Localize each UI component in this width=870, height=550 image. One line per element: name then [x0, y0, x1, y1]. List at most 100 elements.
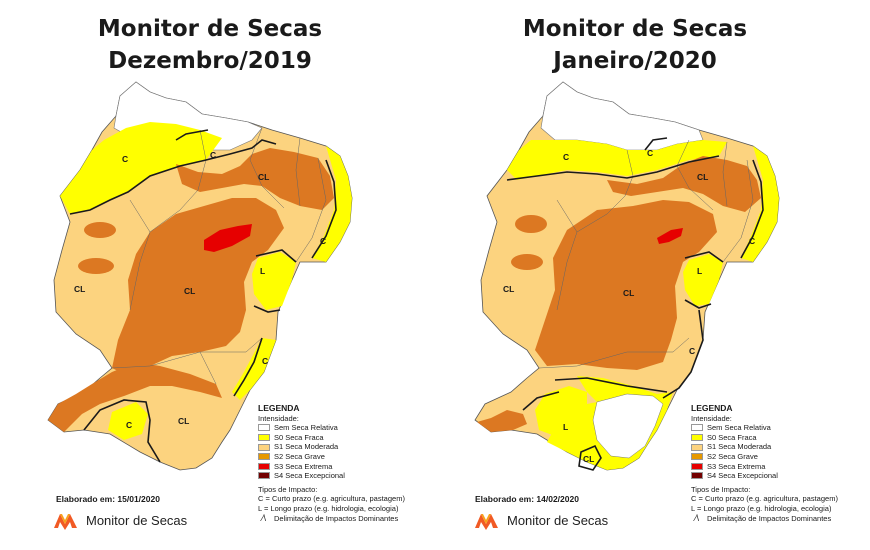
s2-south — [48, 362, 222, 432]
map-panel-janeiro: Monitor de Secas Janeiro/2020 — [435, 0, 870, 550]
legend-item-label: Sem Seca Relativa — [707, 423, 771, 433]
s2-spot-1 — [515, 215, 547, 233]
legend-impact-line: ⁄\ Delimitação de Impactos Dominantes — [258, 514, 405, 524]
legend-intensity-title: Intensidade: — [691, 413, 732, 423]
impact-label-cl: CL — [583, 454, 594, 464]
legend-impact-title: Tipos de Impacto: — [258, 484, 318, 494]
legend-impact-title: Tipos de Impacto: — [691, 484, 751, 494]
impact-label-c: C — [320, 236, 326, 246]
legend-item: S2 Seca Grave — [691, 452, 838, 462]
impact-label-l: L — [697, 266, 702, 276]
legend-item: S0 Seca Fraca — [258, 433, 405, 443]
legend-impact-l: L = Longo prazo (e.g. hidrologia, ecolog… — [691, 503, 832, 513]
legend-impact-l: L = Longo prazo (e.g. hidrologia, ecolog… — [258, 503, 399, 513]
legend-swatch — [691, 453, 703, 461]
s3-extreme — [204, 224, 252, 252]
impact-label-c: C — [210, 150, 216, 160]
legend-item-label: S4 Seca Excepcional — [707, 471, 778, 481]
legend-item: S3 Seca Extrema — [258, 462, 405, 472]
s0-southeast — [232, 338, 276, 400]
legend-item-label: S3 Seca Extrema — [707, 461, 766, 471]
legend-item-label: S2 Seca Grave — [274, 451, 325, 461]
legend-item-label: S0 Seca Fraca — [274, 432, 324, 442]
elaborado-date: Elaborado em: 15/01/2020 — [56, 494, 160, 504]
impact-label-cl: CL — [697, 172, 708, 182]
s2-spot-2 — [511, 254, 543, 270]
impact-label-l: L — [260, 266, 265, 276]
legend-item: S3 Seca Extrema — [691, 462, 838, 472]
brand-logo: Monitor de Secas — [473, 510, 608, 530]
legend-item-label: S4 Seca Excepcional — [274, 471, 345, 481]
legend-impact-c: C = Curto prazo (e.g. agricultura, pasta… — [691, 494, 838, 504]
s0-northwest — [60, 122, 222, 214]
delimitation-line-icon: ⁄\ — [694, 513, 699, 524]
no-drought-south — [592, 393, 664, 459]
impact-label-cl: CL — [503, 284, 514, 294]
impact-label-cl: CL — [623, 288, 634, 298]
impact-label-c: C — [689, 346, 695, 356]
impact-label-cl: CL — [258, 172, 269, 182]
s2-spot-2 — [78, 258, 114, 274]
legend-item: S1 Seca Moderada — [691, 442, 838, 452]
impact-label-cl: CL — [184, 286, 195, 296]
legend-item-label: S2 Seca Grave — [707, 451, 758, 461]
s0-east-L — [252, 252, 296, 310]
impact-label-c: C — [122, 154, 128, 164]
legend-swatch — [691, 472, 703, 480]
legend-item: S0 Seca Fraca — [691, 433, 838, 443]
legend-item-label: S1 Seca Moderada — [274, 442, 339, 452]
legend-swatch — [691, 443, 703, 451]
s2-southwest — [477, 410, 527, 432]
legend-swatch — [258, 424, 270, 432]
impact-label-l: L — [563, 422, 568, 432]
monitor-secas-logo-icon — [54, 514, 77, 530]
impact-label-cl: CL — [178, 416, 189, 426]
map-title-line2: Janeiro/2020 — [553, 48, 717, 74]
impact-delimitation — [506, 137, 764, 471]
legend-item: S2 Seca Grave — [258, 452, 405, 462]
legend-impact-line-label: Delimitação de Impactos Dominantes — [274, 513, 399, 523]
delimitation-line-icon: ⁄\ — [261, 513, 266, 524]
legend-swatch — [691, 424, 703, 432]
legend-swatch — [258, 434, 270, 442]
s2-central — [112, 198, 284, 376]
legend-item: Sem Seca Relativa — [258, 423, 405, 433]
s0-southwest — [108, 402, 148, 440]
legend-item-label: S0 Seca Fraca — [707, 432, 757, 442]
s0-east-L — [683, 254, 723, 306]
legend-item: S4 Seca Excepcional — [691, 471, 838, 481]
impact-label-c: C — [647, 148, 653, 158]
s0-eastcoast — [741, 146, 779, 262]
s2-central — [535, 200, 717, 370]
map-title-line1: Monitor de Secas — [97, 16, 323, 42]
legend-item-label: S1 Seca Moderada — [707, 442, 772, 452]
s0-southwest — [535, 386, 587, 436]
impact-label-c: C — [126, 420, 132, 430]
legend-item-label: Sem Seca Relativa — [274, 423, 338, 433]
legend-swatch — [258, 453, 270, 461]
s3-extreme — [657, 228, 683, 244]
legend-swatch — [258, 472, 270, 480]
legend-impact-c: C = Curto prazo (e.g. agricultura, pasta… — [258, 494, 405, 504]
state-borders — [538, 139, 754, 369]
s2-north — [607, 156, 761, 212]
impact-delimitation — [69, 129, 337, 463]
drought-map-janeiro: C C CL CL CL C L L C CL — [474, 81, 780, 471]
map-title-line1: Monitor de Secas — [522, 16, 748, 42]
s0-eastcoast — [312, 146, 352, 262]
impact-label-c: C — [262, 356, 268, 366]
map-panel-dezembro: Monitor de Secas Dezembro/2019 — [47, 16, 405, 530]
legend-swatch — [691, 434, 703, 442]
legend: LEGENDA Intensidade: Sem Seca Relativa S… — [258, 403, 405, 524]
legend-title: LEGENDA — [258, 403, 300, 413]
s2-north — [176, 148, 334, 210]
legend-impact-line-label: Delimitação de Impactos Dominantes — [707, 513, 832, 523]
brand-logo: Monitor de Secas — [52, 510, 187, 530]
legend-swatch — [258, 443, 270, 451]
s0-north — [507, 140, 727, 180]
legend-intensity-title: Intensidade: — [258, 413, 299, 423]
elaborado-date: Elaborado em: 14/02/2020 — [475, 494, 579, 504]
impact-label-cl: CL — [74, 284, 85, 294]
legend-item-label: S3 Seca Extrema — [274, 461, 333, 471]
legend-swatch — [258, 462, 270, 470]
